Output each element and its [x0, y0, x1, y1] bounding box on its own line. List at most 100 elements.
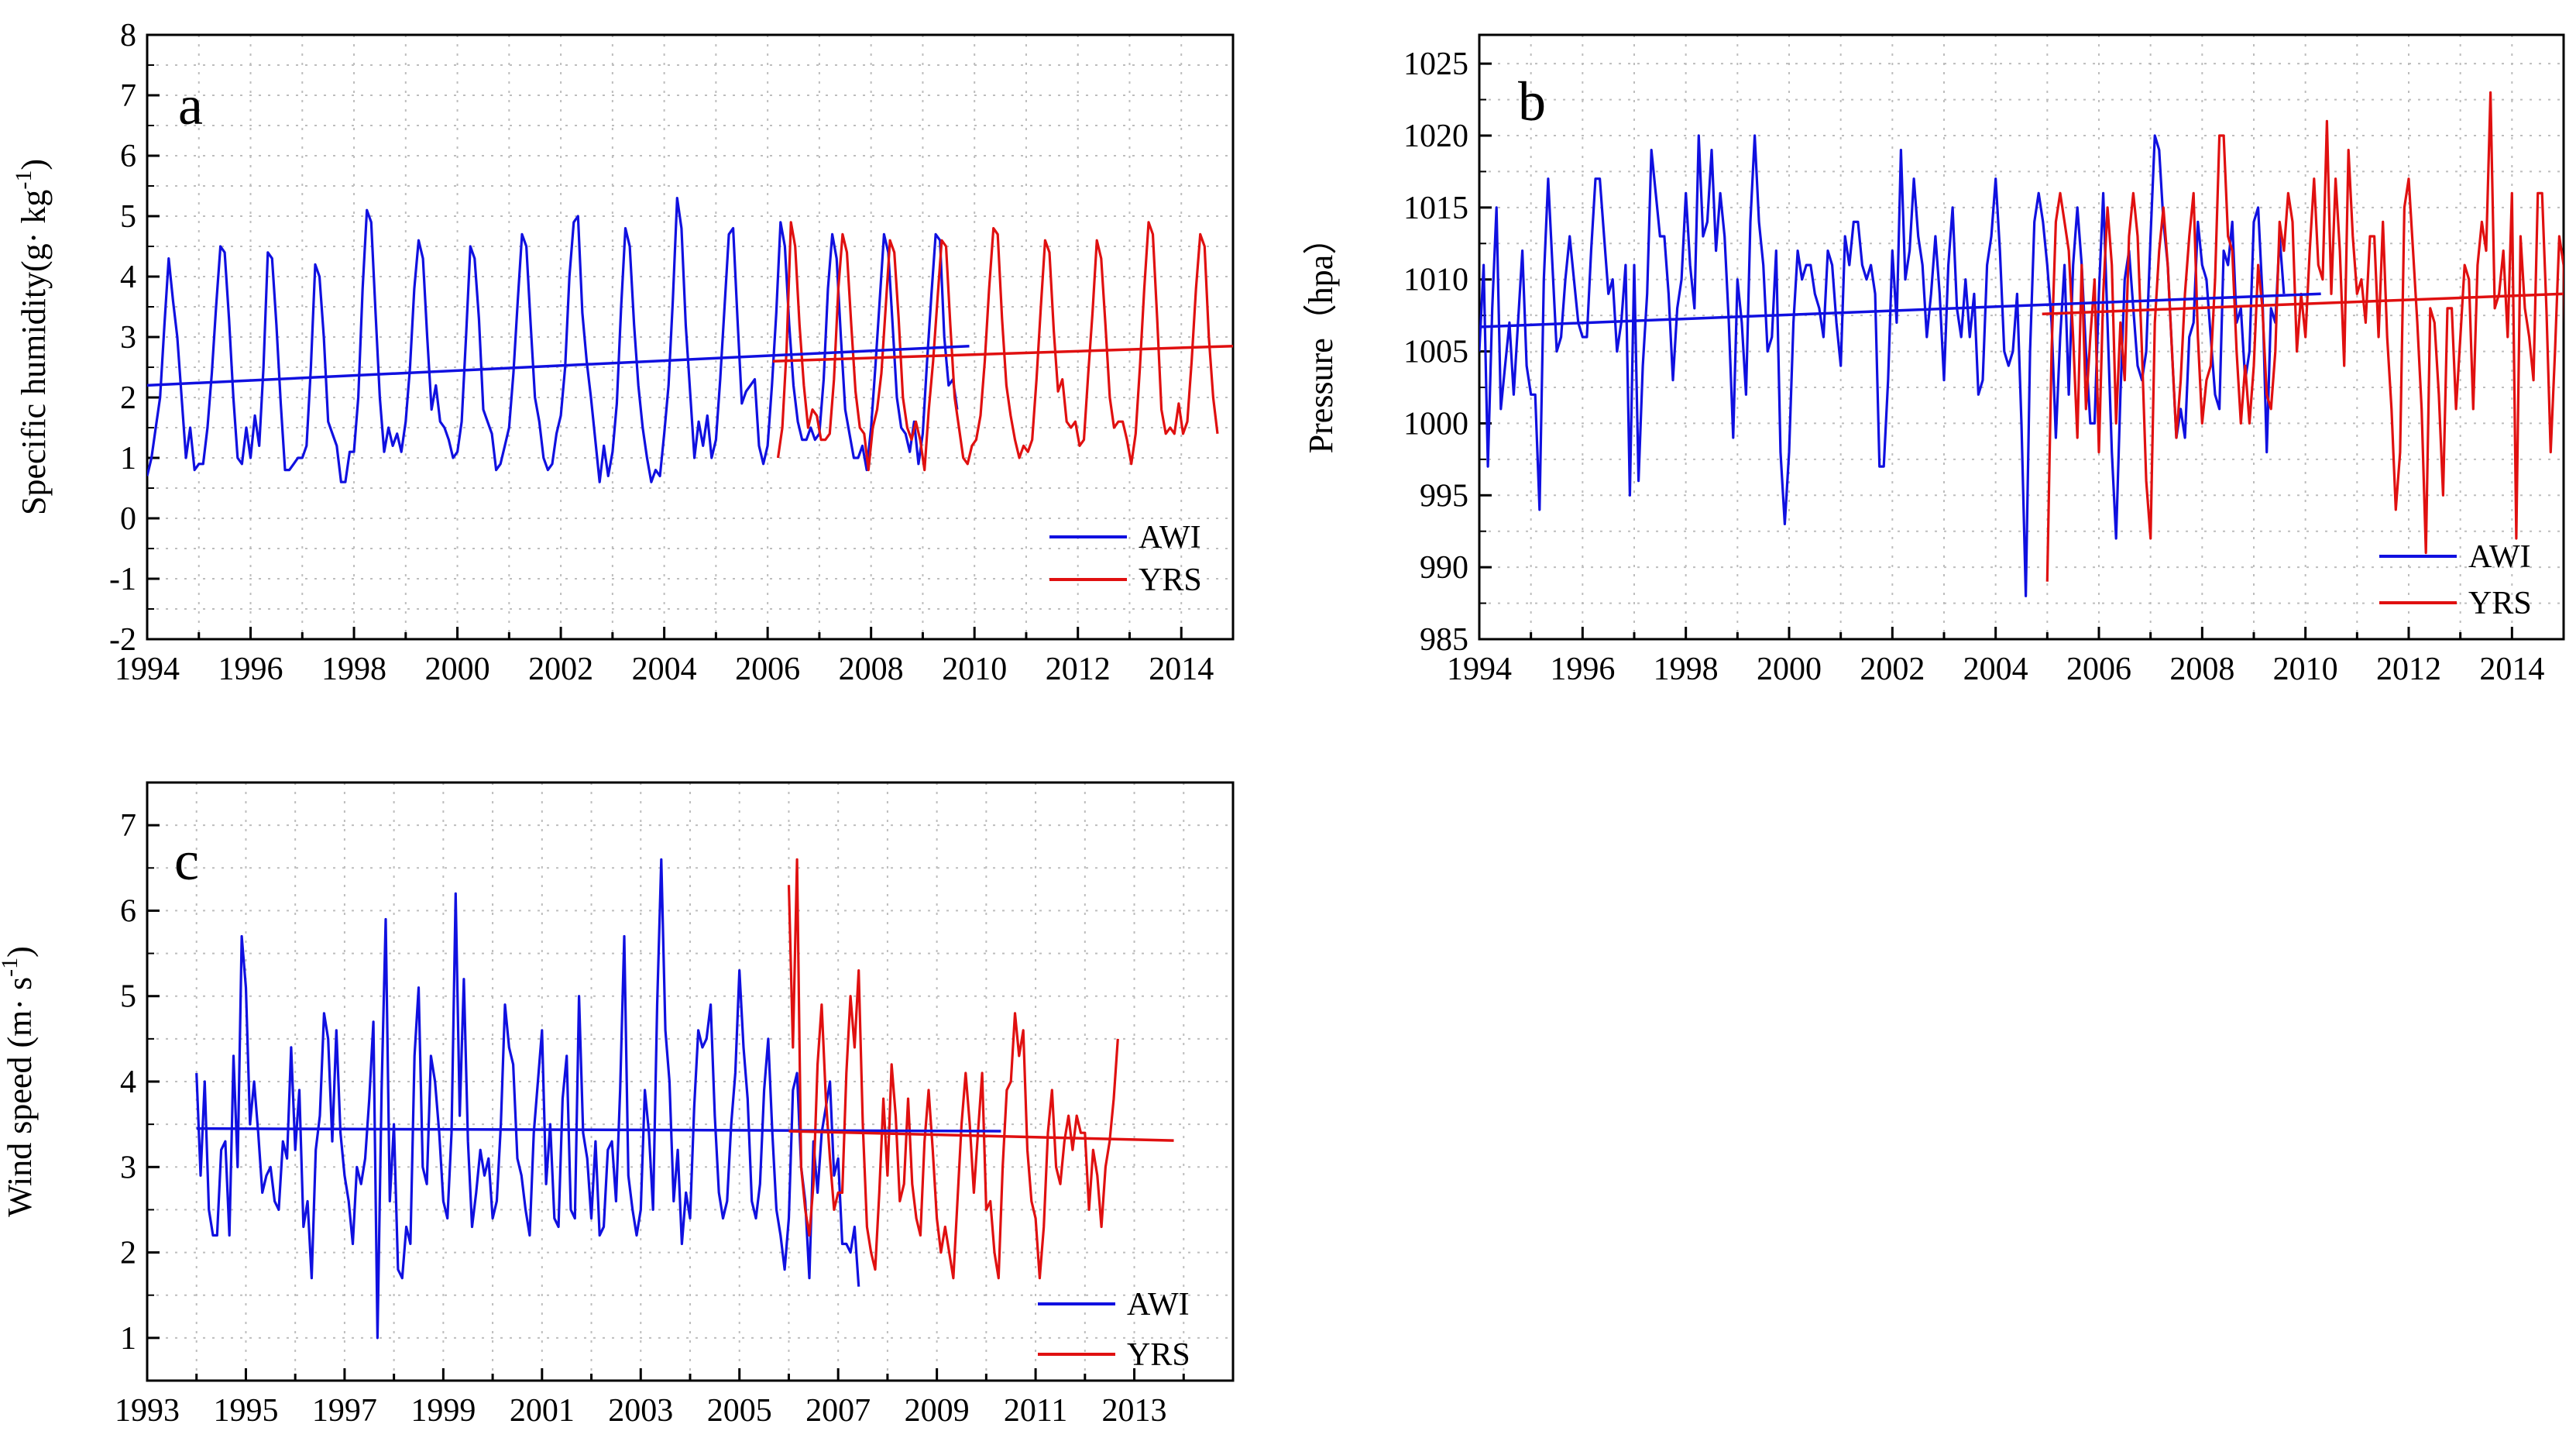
legend-label-yrs: YRS [1127, 1337, 1190, 1373]
y-axis-title-text: Specific humidity(g· kg [15, 190, 53, 515]
x-tick-label: 1999 [410, 1393, 476, 1429]
x-axis: 1994 1996 1998 2000 2002 2004 2006 2008 2010 2012… [115, 627, 1235, 687]
y-tick-label: 2 [120, 1236, 136, 1271]
trend-line-awi [147, 344, 970, 387]
trend-line-yrs [788, 1130, 1174, 1142]
y-tick-label: 4 [120, 260, 136, 295]
x-tick-label: 2008 [2169, 652, 2234, 687]
y-tick-label: 1 [120, 441, 136, 476]
legend-label-awi: AWI [2468, 539, 2531, 575]
x-tick-label: 1993 [115, 1393, 180, 1429]
x-tick-label: 1994 [115, 652, 180, 687]
y-axis-title-superscript: -1 [11, 170, 36, 190]
series-line-awi [1479, 134, 2286, 597]
series-line-yrs [776, 221, 1219, 472]
x-tick-label: 2004 [632, 652, 697, 687]
x-tick-label: 2006 [735, 652, 800, 687]
series-line-yrs [2045, 91, 2564, 582]
x-tick-label: 2001 [510, 1393, 575, 1429]
x-tick-label: 1995 [213, 1393, 278, 1429]
x-tick-label: 2012 [1046, 652, 1111, 687]
y-axis-title-close: ) [1, 946, 39, 958]
y-tick-label: 0 [120, 501, 136, 537]
y-tick-label: 1000 [1403, 406, 1468, 442]
y-tick-label: 5 [120, 979, 136, 1015]
x-tick-label: 2014 [1149, 652, 1214, 687]
legend-label-yrs: YRS [1139, 562, 1202, 598]
y-axis-title-text: Wind speed (m· s [1, 977, 39, 1217]
x-tick-label: 2002 [1860, 652, 1925, 687]
legend: AWI YRS [2379, 539, 2532, 621]
y-axis-title-superscript: -1 [0, 958, 22, 977]
plot-frame [146, 33, 1235, 641]
legend-label-awi: AWI [1139, 520, 1201, 556]
x-tick-label: 2005 [707, 1393, 772, 1429]
y-tick-label: 1020 [1403, 119, 1468, 154]
panel-b-pressure: 1994 1996 1998 2000 2002 2004 2006 2008 2010 2012… [1302, 33, 2565, 687]
y-tick-label: 3 [120, 320, 136, 356]
x-tick-label: 2008 [839, 652, 904, 687]
x-tick-label: 2011 [1004, 1393, 1067, 1429]
panel-c-wind-speed: 1993 1995 1997 1999 2001 2003 2005 2007 2009 2011… [0, 781, 1235, 1429]
x-tick-label: 1998 [321, 652, 386, 687]
x-axis: 1994 1996 1998 2000 2002 2004 2006 2008 2010 2012… [1447, 627, 2565, 687]
x-tick-label: 1994 [1447, 652, 1512, 687]
y-tick-label: 8 [120, 18, 136, 53]
x-tick-label: 1996 [218, 652, 283, 687]
panel-label: a [178, 74, 203, 136]
x-tick-label: 2002 [528, 652, 593, 687]
y-axis: 1 2 3 4 5 6 7 [120, 782, 160, 1381]
legend: AWI YRS [1049, 520, 1202, 598]
x-tick-label: 2006 [2066, 652, 2131, 687]
panel-label: c [174, 830, 199, 892]
y-tick-label: 1005 [1403, 335, 1468, 370]
x-tick-label: 2000 [1757, 652, 1822, 687]
y-axis-title-close: ) [15, 159, 53, 170]
panel-a-specific-humidity: 1994 1996 1998 2000 2002 2004 2006 2008 2010 2012… [11, 18, 1235, 687]
plot-area [195, 858, 1174, 1340]
x-tick-label: 2013 [1102, 1393, 1167, 1429]
y-tick-label: 3 [120, 1150, 136, 1185]
x-tick-label: 1996 [1550, 652, 1615, 687]
y-tick-label: 995 [1420, 478, 1468, 514]
trend-line-yrs [772, 344, 1233, 363]
y-tick-label: 990 [1420, 550, 1468, 586]
x-tick-label: 2000 [425, 652, 490, 687]
x-tick-label: 2010 [942, 652, 1007, 687]
series-line-awi [147, 197, 959, 483]
grid [147, 34, 1233, 640]
x-tick-label: 1997 [312, 1393, 377, 1429]
x-tick-label: 2003 [608, 1393, 673, 1429]
y-tick-label: -1 [109, 562, 136, 597]
legend-label-awi: AWI [1127, 1287, 1190, 1323]
y-tick-label: 7 [120, 78, 136, 114]
y-tick-label: 2 [120, 380, 136, 416]
panel-label: b [1518, 71, 1546, 132]
x-axis: 1993 1995 1997 1999 2001 2003 2005 2007 2009 2011… [115, 1368, 1235, 1429]
plot-area [147, 197, 1233, 483]
y-axis: 985 990 995 1000 1005 1010 1015 1020 1025 [1403, 46, 1492, 658]
x-tick-label: 2012 [2376, 652, 2441, 687]
y-tick-label: 5 [120, 199, 136, 235]
trend-line-yrs [2042, 292, 2564, 316]
y-tick-label: 7 [120, 808, 136, 844]
y-tick-label: 4 [120, 1065, 136, 1100]
y-tick-label: -2 [109, 622, 136, 658]
y-tick-label: 6 [120, 139, 136, 174]
y-tick-label: 1025 [1403, 46, 1468, 82]
series-line-yrs [787, 858, 1119, 1280]
trend-line-awi [1479, 292, 2321, 328]
y-axis-title: Wind speed (m· s-1) [0, 946, 39, 1216]
x-tick-label: 2014 [2479, 652, 2544, 687]
grid [147, 782, 1233, 1381]
y-tick-label: 1010 [1403, 263, 1468, 298]
legend-label-yrs: YRS [2468, 586, 2532, 621]
x-tick-label: 2004 [1963, 652, 2028, 687]
series-line-awi [195, 858, 860, 1340]
y-axis-title: Pressure（hpa） [1302, 221, 1340, 454]
y-axis-title: Specific humidity(g· kg-1) [11, 159, 53, 515]
plot-area [1479, 91, 2564, 597]
y-tick-label: 1015 [1403, 191, 1468, 226]
x-tick-label: 2009 [905, 1393, 970, 1429]
